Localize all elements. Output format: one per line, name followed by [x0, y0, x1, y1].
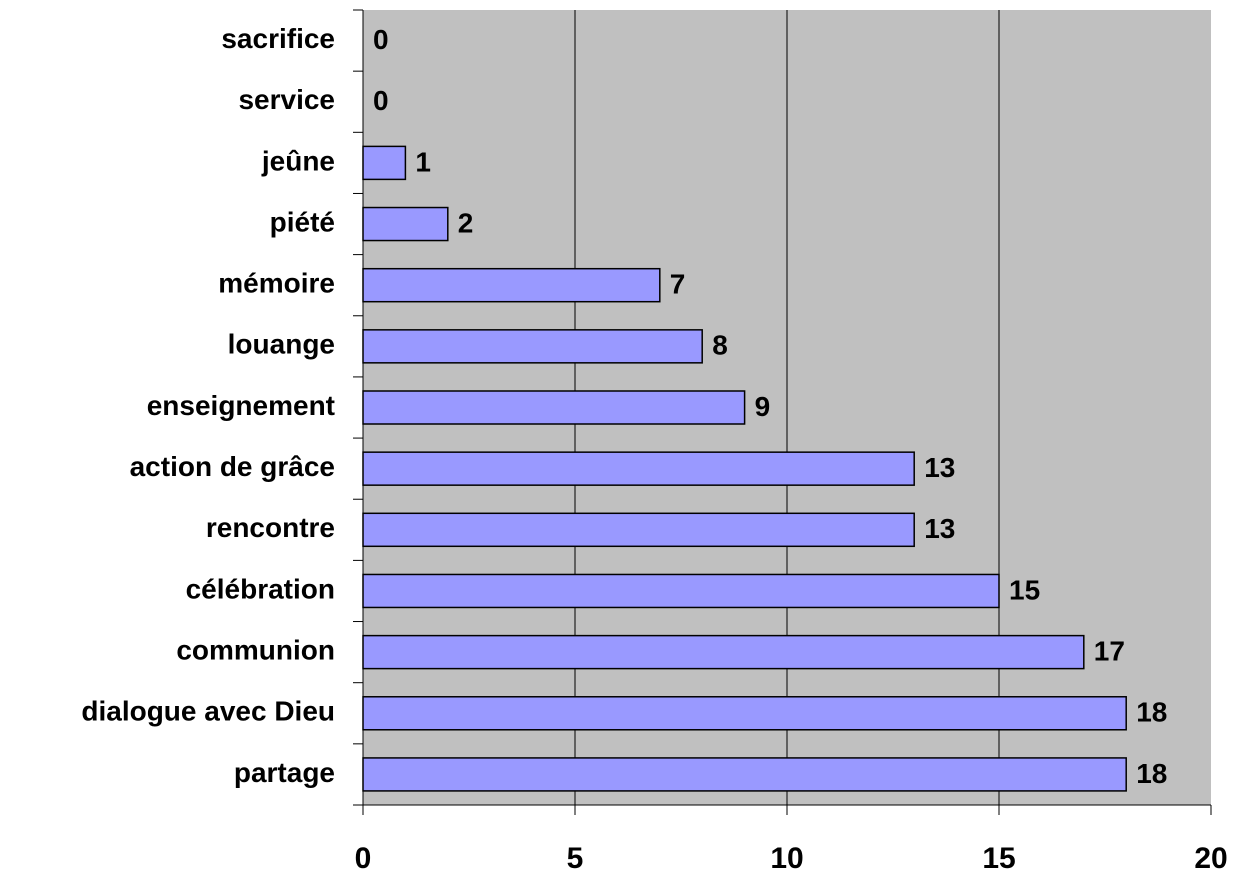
data-label: 18: [1136, 697, 1167, 728]
y-tick-label: action de grâce: [130, 451, 335, 482]
bar: [362, 206, 449, 242]
bar: [362, 145, 407, 181]
x-tick-label: 15: [982, 842, 1015, 875]
bar: [362, 757, 1127, 792]
data-label: 2: [458, 207, 474, 238]
data-label: 13: [924, 513, 955, 544]
bar: [362, 634, 1085, 670]
bar: [362, 329, 703, 364]
bar: [362, 451, 915, 486]
data-label: 13: [924, 452, 955, 483]
x-tick-label: 20: [1194, 842, 1227, 875]
bar: [362, 696, 1127, 731]
data-label: 8: [712, 330, 728, 361]
y-tick-label: enseignement: [147, 390, 335, 421]
y-tick-label: partage: [234, 757, 335, 788]
data-label: 9: [755, 391, 771, 422]
data-label: 0: [373, 24, 389, 55]
data-label: 7: [670, 269, 686, 300]
y-tick-label: piété: [270, 206, 335, 237]
y-tick-label: dialogue avec Dieu: [81, 696, 335, 727]
x-tick-label: 5: [567, 842, 584, 875]
data-label: 17: [1094, 636, 1125, 667]
data-label: 0: [373, 85, 389, 116]
y-tick-label: sacrifice: [221, 23, 335, 54]
x-tick-label: 0: [355, 842, 372, 875]
y-tick-label: célébration: [186, 573, 335, 604]
x-tick-label: 10: [770, 842, 803, 875]
data-label: 18: [1136, 758, 1167, 789]
y-tick-label: mémoire: [218, 268, 335, 299]
bar: [362, 267, 661, 303]
y-tick-label: jeûne: [261, 145, 335, 176]
bar: [362, 512, 915, 548]
y-tick-label: rencontre: [206, 512, 335, 543]
y-tick-label: louange: [228, 329, 335, 360]
y-tick-label: communion: [176, 635, 335, 666]
data-label: 1: [415, 146, 431, 177]
y-tick-label: service: [238, 84, 335, 115]
data-label: 15: [1009, 574, 1040, 605]
bar: [362, 573, 1000, 609]
bar: [362, 390, 746, 425]
